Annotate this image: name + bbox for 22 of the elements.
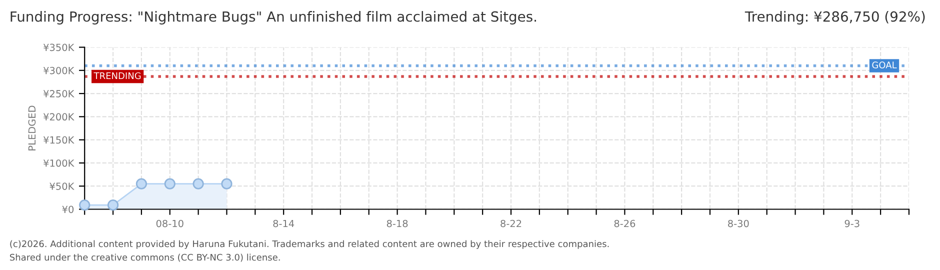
text: (c)2026. Additional content provided by Haruna Fukutani. Trademarks and related content are owned by their respective companies. <box>10 240 609 249</box>
y-tick-label: ¥350K <box>43 44 74 52</box>
y-tick-label: ¥150K <box>43 136 74 144</box>
x-tick-label: 8-18 <box>386 220 408 228</box>
chart-title: Funding Progress: "Nightmare Bugs" An unfinished film acclaimed at Sitges. <box>10 11 536 24</box>
x-tick-label: 8-22 <box>500 220 522 228</box>
ref-line-label: TRENDING <box>94 72 141 80</box>
x-tick-label: 8-26 <box>614 220 636 228</box>
x-tick-label: 8-30 <box>728 220 749 228</box>
x-tick-label: 8-14 <box>273 220 294 228</box>
y-tick-label: ¥200K <box>43 113 74 121</box>
ref-line-label: GOAL <box>872 62 897 68</box>
y-tick-label: ¥250K <box>43 90 74 98</box>
chart-subtitle: Trending: ¥286,750 (92%) <box>744 11 925 24</box>
y-tick-label: ¥0 <box>62 206 74 214</box>
y-axis-title: PLEDGED <box>28 106 36 150</box>
y-tick-label: ¥100K <box>43 159 74 167</box>
y-tick-label: ¥300K <box>43 66 74 74</box>
text: Shared under the creative commons (CC BY-NC 3.0) license. <box>10 254 280 262</box>
x-tick-label: 08-10 <box>156 220 184 228</box>
x-tick-label: 9-3 <box>844 220 860 228</box>
y-tick-label: ¥50K <box>50 182 74 190</box>
